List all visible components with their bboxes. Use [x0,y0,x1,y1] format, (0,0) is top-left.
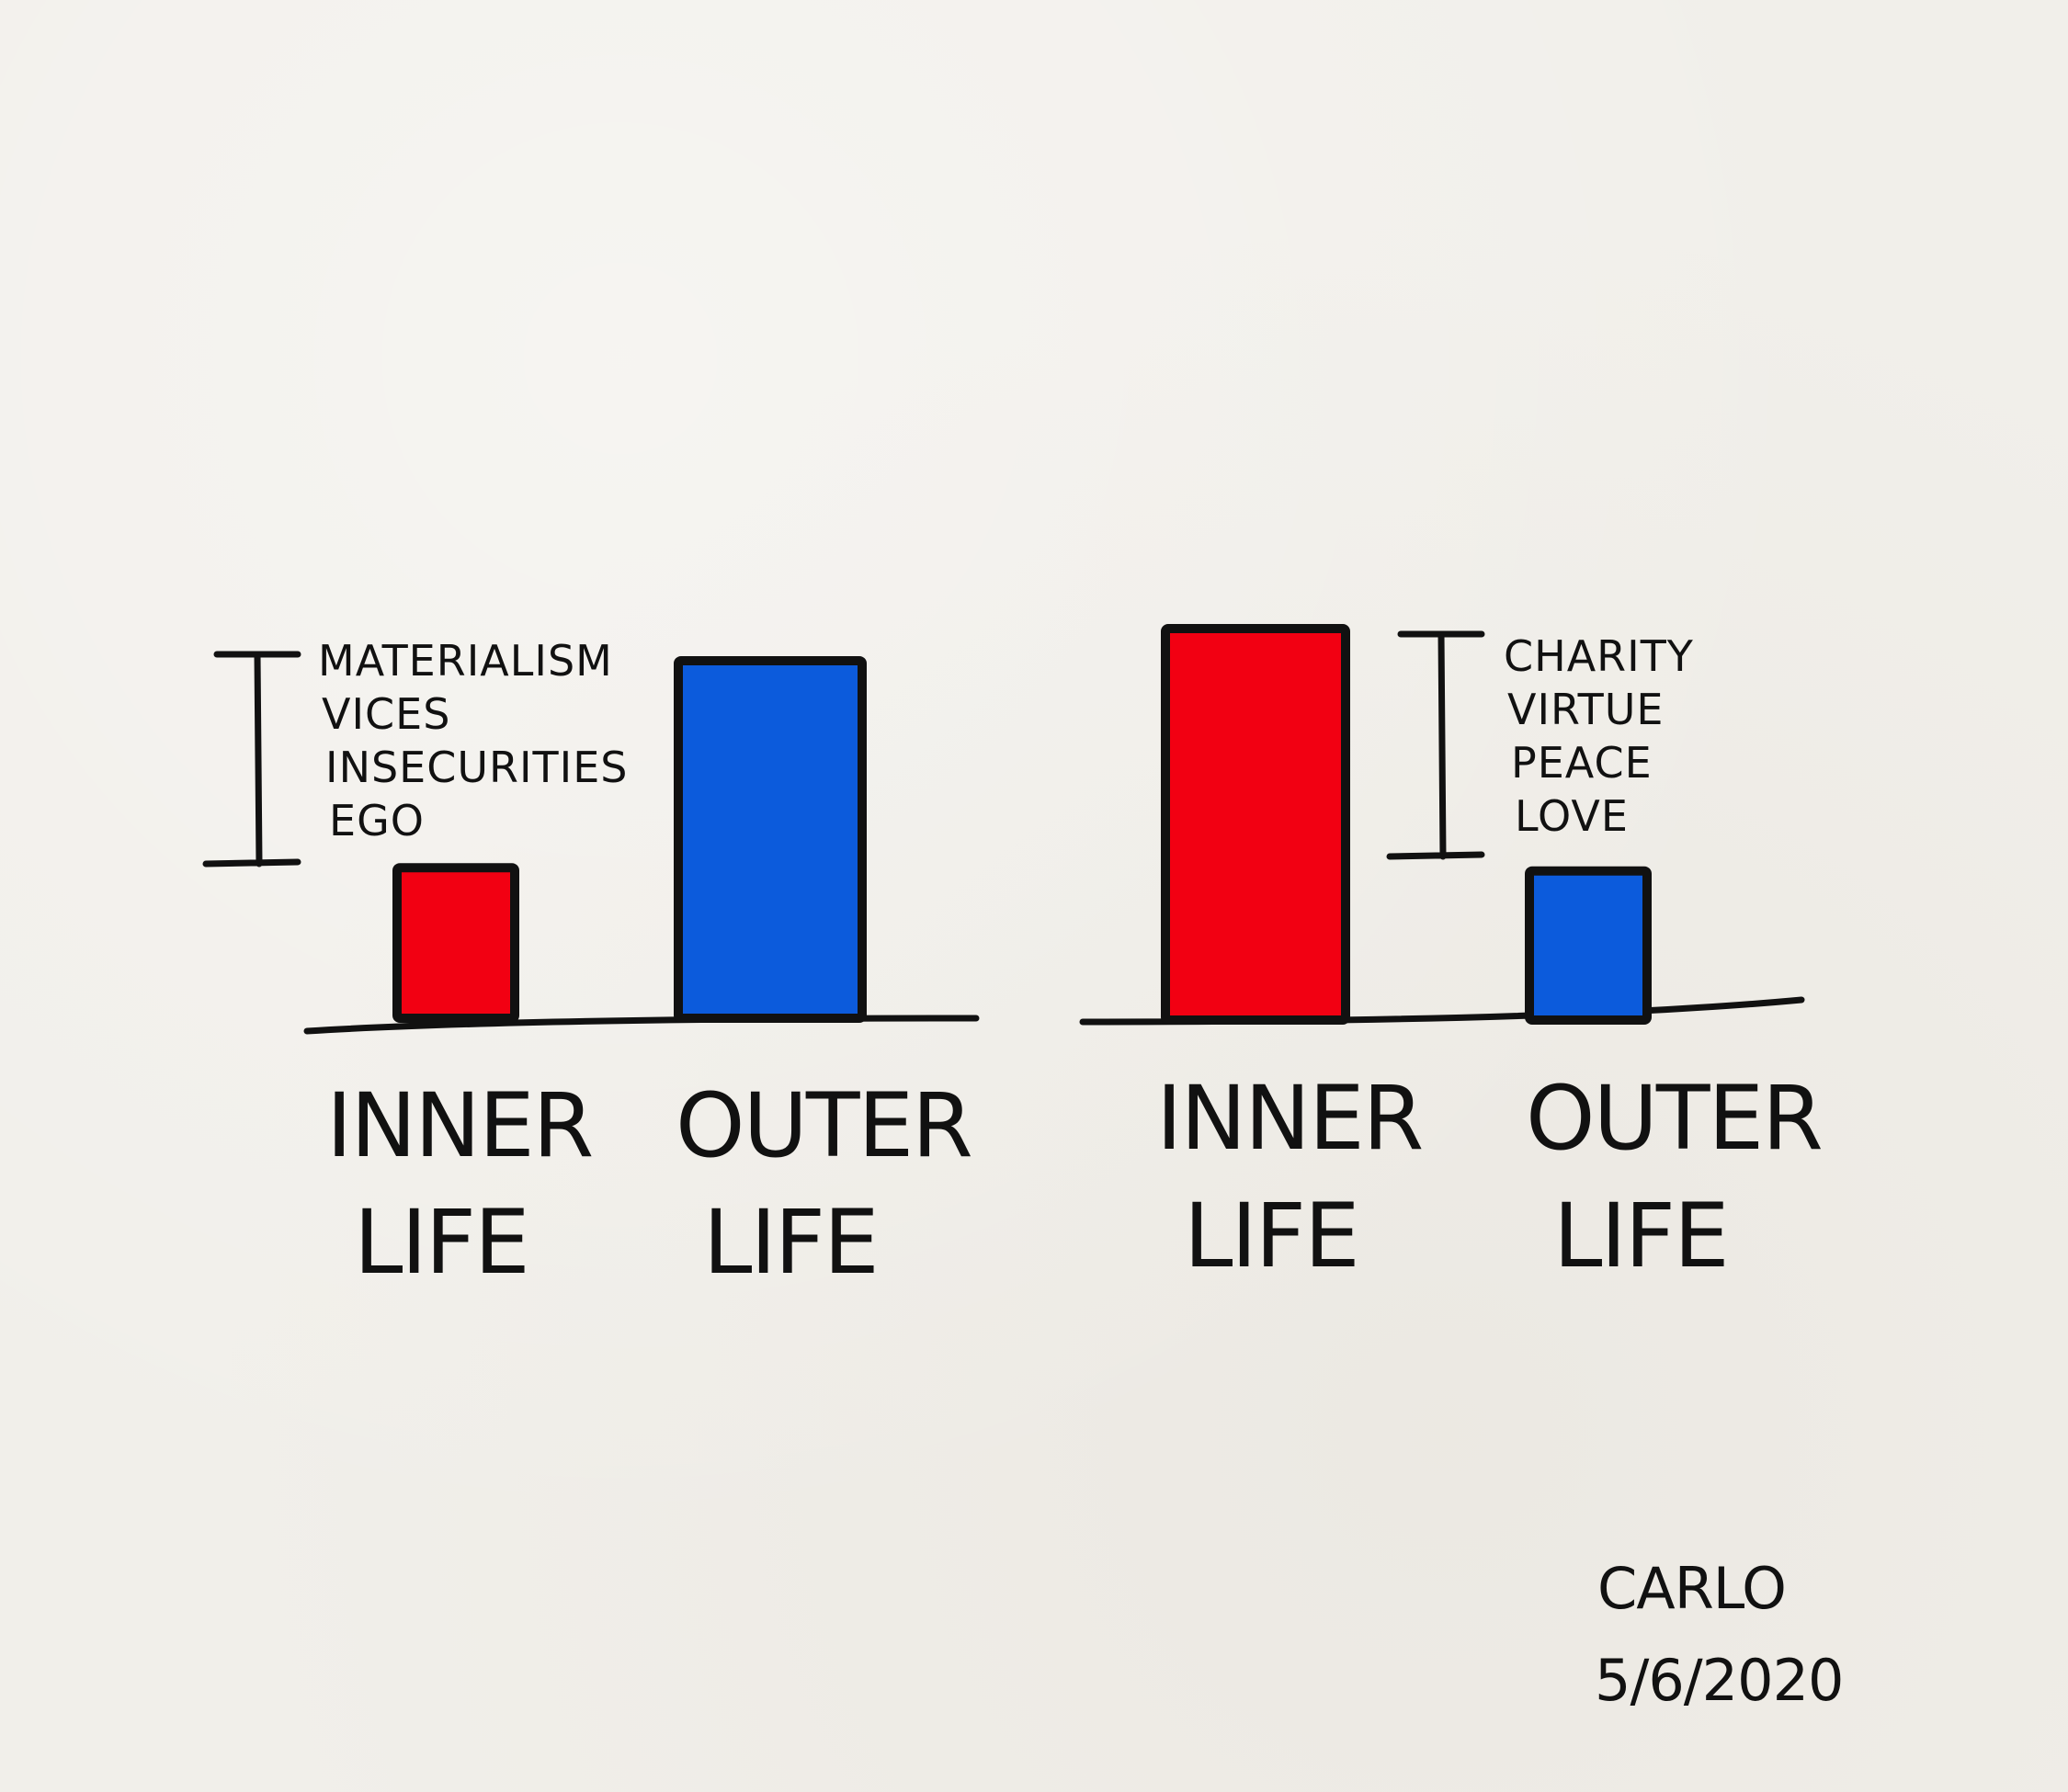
chart-1-note-vices: VICES [322,689,450,739]
chart-1-label-inner: INNER [326,1074,592,1177]
chart-2-label-inner-life: LIFE [1184,1185,1358,1287]
chart-2-annotation-bracket [1386,630,1485,860]
signature-date: 5/6/2020 [1595,1647,1843,1714]
chart-2-bar-outer-life [1525,866,1652,1026]
signature-name: CARLO [1597,1555,1786,1622]
chart-2-bar-inner-life [1161,624,1350,1025]
chart-1-note-materialism: MATERIALISM [318,636,613,686]
chart-2-label-outer-life: LIFE [1553,1185,1728,1287]
chart-1-note-ego: EGO [329,796,425,845]
chart-2-note-virtue: VIRTUE [1507,685,1664,734]
chart-1-label-outer-life: LIFE [703,1191,878,1294]
chart-1-bar-inner-life [392,863,519,1024]
chart-2-label-outer: OUTER [1526,1067,1822,1170]
chart-2-note-charity: CHARITY [1504,631,1694,681]
chart-2-label-inner: INNER [1156,1067,1422,1170]
chart-1-bar-outer-life [674,655,867,1023]
chart-1-note-insecurities: INSECURITIES [325,743,629,792]
chart-2-note-peace: PEACE [1511,738,1653,788]
chart-2-note-love: LOVE [1515,791,1629,841]
chart-1-label-inner-life: LIFE [354,1191,528,1294]
chart-1-label-outer: OUTER [676,1074,972,1177]
chart-1-annotation-bracket [202,651,301,868]
